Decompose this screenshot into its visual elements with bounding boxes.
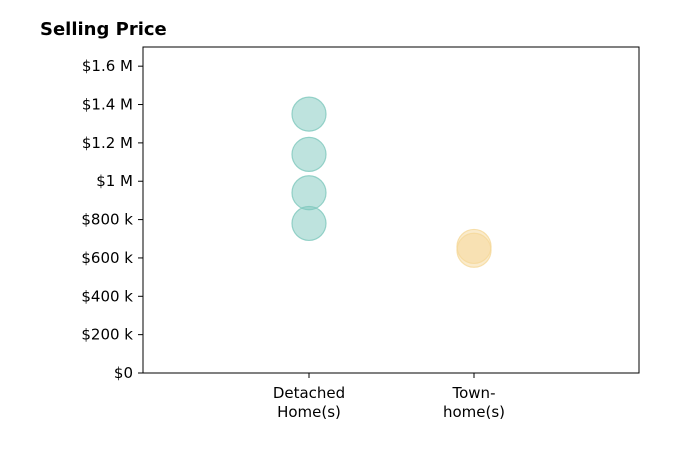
data-point (291, 136, 327, 172)
y-tick-label: $400 k (81, 287, 133, 305)
data-point (291, 175, 327, 211)
y-tick-label: $1.6 M (82, 57, 133, 75)
data-point (456, 232, 492, 268)
data-points (291, 96, 492, 268)
x-tick-label: Home(s) (277, 403, 341, 421)
y-tick-label: $1.4 M (82, 96, 133, 114)
y-tick-label: $1 M (96, 172, 133, 190)
x-tick-label: Town- (452, 384, 496, 402)
y-tick-label: $1.2 M (82, 134, 133, 152)
y-tick-label: $0 (114, 364, 133, 382)
y-axis: $0 $200 k $400 k $600 k $800 k $1 M $1.2 M $1.4… (81, 57, 143, 382)
x-tick-label: Detached (273, 384, 345, 402)
chart-title: Selling Price (40, 19, 167, 40)
plot-frame (142, 46, 640, 374)
data-point (291, 205, 327, 242)
y-tick-label: $200 k (81, 326, 133, 344)
y-tick-label: $600 k (81, 249, 133, 267)
y-tick-label: $800 k (81, 211, 133, 229)
x-tick-label: home(s) (443, 403, 505, 421)
data-point (291, 96, 327, 132)
